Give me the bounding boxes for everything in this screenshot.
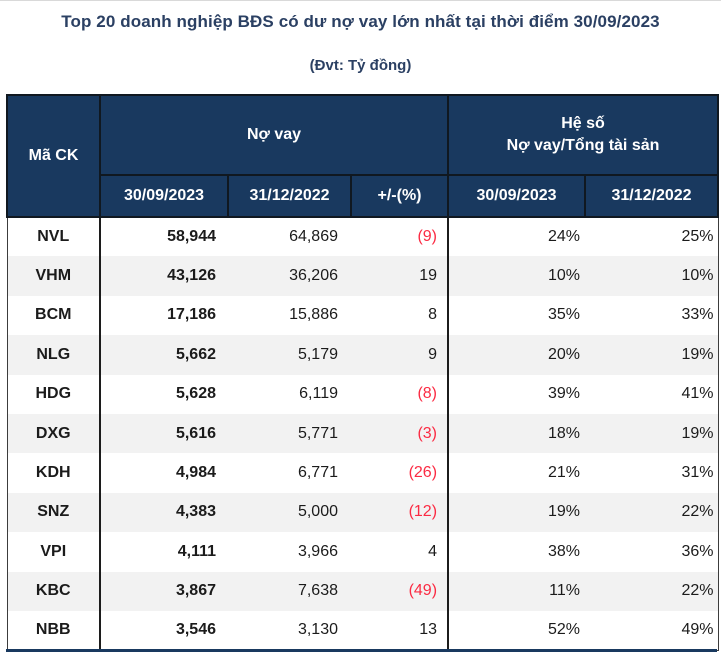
change-pct-cell: (12) bbox=[351, 492, 450, 533]
page-title: Top 20 doanh nghiệp BĐS có dư nợ vay lớn… bbox=[61, 12, 660, 31]
stock-code-cell: NVL bbox=[7, 217, 101, 257]
table-row: KDH 4,984 6,771 (26) 21% 31% bbox=[7, 453, 719, 493]
ratio-20230930-cell: 52% bbox=[547, 621, 581, 639]
ratio-20230930-cell: 21% bbox=[547, 464, 581, 482]
column-header-ratio-20230930: 30/09/2023 bbox=[447, 174, 587, 218]
ratio-20230930-cell: 35% bbox=[547, 306, 581, 324]
column-group-ratio-line2: Nợ vay/Tổng tài sản bbox=[506, 137, 660, 154]
table-row: NLG 5,662 5,179 9 20% 19% bbox=[7, 335, 719, 375]
loan-20230930-cell: 3,546 bbox=[175, 621, 216, 639]
ratio-20230930-cell: 10% bbox=[547, 267, 581, 285]
column-group-loan: Nợ vay bbox=[98, 94, 450, 176]
ratio-20230930-cell: 18% bbox=[547, 424, 581, 442]
loan-20221231-cell: 6,771 bbox=[297, 464, 338, 482]
table-row: BCM 17,186 15,886 8 35% 33% bbox=[7, 295, 719, 336]
loan-20230930-cell: 58,944 bbox=[167, 228, 216, 246]
loan-20221231-cell: 3,130 bbox=[297, 621, 338, 639]
table-row: NBB 3,546 3,130 13 52% 49% bbox=[7, 610, 719, 651]
column-header-change-pct: +/-(%) bbox=[349, 174, 450, 218]
ratio-20221231-cell: 33% bbox=[681, 306, 714, 324]
loan-20230930-cell: 4,383 bbox=[175, 503, 216, 521]
table-row: HDG 5,628 6,119 (8) 39% 41% bbox=[7, 374, 719, 414]
loan-20221231-cell: 3,966 bbox=[297, 542, 338, 560]
stock-code-cell: SNZ bbox=[7, 492, 101, 533]
header-group-row: Mã CK Nợ vay Hệ số Nợ vay/Tổng tài sản bbox=[6, 94, 720, 218]
ratio-20230930-cell: 20% bbox=[547, 345, 581, 363]
change-pct-cell: 4 bbox=[351, 532, 450, 572]
ratio-20221231-cell: 22% bbox=[681, 503, 714, 521]
column-group-ratio: Hệ số Nợ vay/Tổng tài sản bbox=[447, 94, 720, 176]
ratio-20230930-cell: 38% bbox=[547, 542, 581, 560]
loan-table: Mã CK Nợ vay Hệ số Nợ vay/Tổng tài sản 3… bbox=[6, 94, 720, 651]
column-header-stock-code: Mã CK bbox=[6, 94, 101, 218]
column-header-loan-20221231: 31/12/2022 bbox=[227, 174, 352, 218]
stock-code-cell: NBB bbox=[7, 610, 101, 651]
change-pct-cell: (9) bbox=[351, 217, 450, 257]
stock-code-cell: VPI bbox=[7, 532, 101, 572]
change-pct-cell: 8 bbox=[351, 295, 450, 336]
loan-20230930-cell: 4,111 bbox=[177, 542, 216, 560]
column-header-loan-20230930: 30/09/2023 bbox=[99, 174, 229, 218]
table-row: DXG 5,616 5,771 (3) 18% 19% bbox=[7, 413, 719, 454]
loan-20221231-cell: 5,771 bbox=[297, 424, 338, 442]
loan-20230930-cell: 5,662 bbox=[175, 345, 216, 363]
table-header: Mã CK Nợ vay Hệ số Nợ vay/Tổng tài sản 3… bbox=[6, 94, 720, 218]
change-pct-cell: (49) bbox=[351, 571, 450, 611]
loan-20230930-cell: 43,126 bbox=[167, 267, 216, 285]
ratio-20221231-cell: 19% bbox=[681, 424, 714, 442]
stock-code-cell: VHM bbox=[7, 256, 101, 296]
column-header-ratio-20221231: 31/12/2022 bbox=[584, 174, 720, 218]
loan-20230930-cell: 4,984 bbox=[175, 464, 216, 482]
change-pct-cell: (26) bbox=[351, 453, 450, 493]
table-row: KBC 3,867 7,638 (49) 11% 22% bbox=[7, 571, 719, 611]
stock-code-cell: NLG bbox=[7, 335, 101, 375]
loan-20221231-cell: 5,000 bbox=[297, 503, 338, 521]
loan-20230930-cell: 5,628 bbox=[175, 385, 216, 403]
ratio-20230930-cell: 39% bbox=[547, 385, 581, 403]
change-pct-cell: 13 bbox=[351, 610, 450, 651]
stock-code-cell: BCM bbox=[7, 295, 101, 336]
stock-code-cell: KDH bbox=[7, 453, 101, 493]
table-body: NVL 58,944 64,869 (9) 24% 25% VHM 43,126 36,206 1… bbox=[7, 217, 719, 651]
loan-20230930-cell: 3,867 bbox=[175, 582, 216, 600]
table-row: VPI 4,111 3,966 4 38% 36% bbox=[7, 532, 719, 572]
table-row: SNZ 4,383 5,000 (12) 19% 22% bbox=[7, 492, 719, 533]
ratio-20221231-cell: 25% bbox=[681, 228, 714, 246]
loan-20221231-cell: 6,119 bbox=[299, 385, 338, 403]
change-pct-cell: 19 bbox=[351, 256, 450, 296]
ratio-20230930-cell: 19% bbox=[547, 503, 581, 521]
table-row: NVL 58,944 64,869 (9) 24% 25% bbox=[7, 217, 719, 257]
change-pct-cell: (8) bbox=[351, 374, 450, 414]
header-sub-row: 30/09/2023 31/12/2022 +/-(%) 30/09/2023 … bbox=[7, 174, 720, 218]
loan-20221231-cell: 36,206 bbox=[289, 267, 338, 285]
next-row-edge bbox=[6, 649, 717, 652]
unit-label: (Đvt: Tỷ đồng) bbox=[309, 57, 412, 74]
ratio-20221231-cell: 41% bbox=[681, 385, 714, 403]
ratio-20221231-cell: 49% bbox=[681, 621, 714, 639]
loan-20221231-cell: 5,179 bbox=[297, 345, 338, 363]
stock-code-cell: KBC bbox=[7, 571, 101, 611]
ratio-20221231-cell: 31% bbox=[681, 464, 714, 482]
ratio-20221231-cell: 10% bbox=[681, 267, 714, 285]
loan-20230930-cell: 17,186 bbox=[167, 306, 216, 324]
loan-20221231-cell: 64,869 bbox=[289, 228, 338, 246]
ratio-20230930-cell: 24% bbox=[547, 228, 581, 246]
column-group-ratio-line1: Hệ số bbox=[561, 115, 605, 133]
ratio-20221231-cell: 19% bbox=[681, 345, 714, 363]
ratio-20221231-cell: 36% bbox=[681, 542, 714, 560]
loan-20221231-cell: 15,886 bbox=[289, 306, 338, 324]
ratio-20230930-cell: 11% bbox=[549, 582, 581, 600]
change-pct-cell: 9 bbox=[351, 335, 450, 375]
loan-20221231-cell: 7,638 bbox=[297, 582, 338, 600]
loan-20230930-cell: 5,616 bbox=[175, 424, 216, 442]
stock-code-cell: DXG bbox=[7, 413, 101, 454]
change-pct-cell: (3) bbox=[351, 413, 450, 454]
stock-code-cell: HDG bbox=[7, 374, 101, 414]
ratio-20221231-cell: 22% bbox=[681, 582, 714, 600]
table-row: VHM 43,126 36,206 19 10% 10% bbox=[7, 256, 719, 296]
